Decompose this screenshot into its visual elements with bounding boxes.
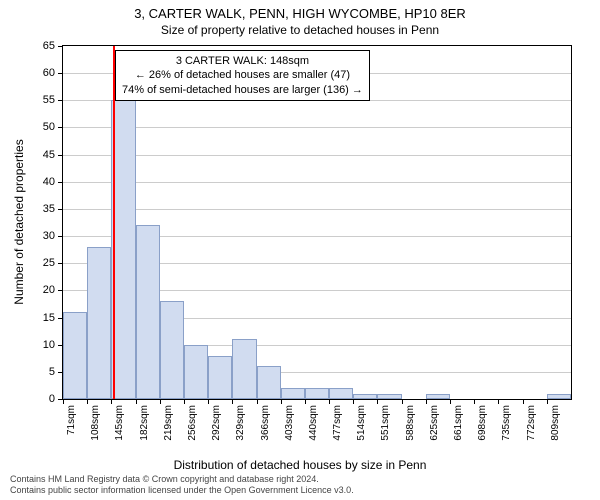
x-tick xyxy=(547,399,548,404)
histogram-bar xyxy=(547,394,571,399)
histogram-bar xyxy=(63,312,87,399)
y-tick-label: 30 xyxy=(43,230,55,242)
x-tick xyxy=(111,399,112,404)
y-tick-label: 45 xyxy=(43,149,55,161)
y-tick xyxy=(58,46,63,47)
y-tick-label: 15 xyxy=(43,312,55,324)
y-tick xyxy=(58,263,63,264)
histogram-bar xyxy=(353,394,377,399)
annotation-line: 3 CARTER WALK: 148sqm xyxy=(122,54,363,68)
y-tick xyxy=(58,236,63,237)
chart-title-line1: 3, CARTER WALK, PENN, HIGH WYCOMBE, HP10… xyxy=(0,0,600,23)
y-tick-label: 35 xyxy=(43,203,55,215)
y-tick xyxy=(58,73,63,74)
x-tick xyxy=(377,399,378,404)
x-tick-label: 735sqm xyxy=(501,405,512,441)
y-tick xyxy=(58,100,63,101)
footnote: Contains HM Land Registry data © Crown c… xyxy=(10,474,354,496)
x-tick-label: 809sqm xyxy=(550,405,561,441)
x-axis-label: Distribution of detached houses by size … xyxy=(0,458,600,472)
footnote-line1: Contains HM Land Registry data © Crown c… xyxy=(10,474,354,485)
annotation-box: 3 CARTER WALK: 148sqm← 26% of detached h… xyxy=(115,50,370,101)
x-tick-label: 182sqm xyxy=(139,405,150,441)
x-tick xyxy=(329,399,330,404)
annotation-line: 74% of semi-detached houses are larger (… xyxy=(122,83,363,97)
y-tick xyxy=(58,182,63,183)
histogram-bar xyxy=(426,394,450,399)
histogram-bar xyxy=(257,366,281,399)
x-tick-label: 329sqm xyxy=(235,405,246,441)
x-tick xyxy=(281,399,282,404)
footnote-line2: Contains public sector information licen… xyxy=(10,485,354,496)
histogram-bar xyxy=(136,225,160,399)
y-tick-label: 5 xyxy=(49,366,55,378)
histogram-bar xyxy=(87,247,111,399)
x-tick xyxy=(402,399,403,404)
histogram-bar xyxy=(208,356,232,399)
y-tick xyxy=(58,127,63,128)
x-tick-label: 772sqm xyxy=(526,405,537,441)
x-tick xyxy=(63,399,64,404)
gridline xyxy=(63,209,571,210)
x-tick-label: 661sqm xyxy=(453,405,464,441)
y-tick-label: 25 xyxy=(43,257,55,269)
x-tick xyxy=(208,399,209,404)
x-tick-label: 588sqm xyxy=(405,405,416,441)
x-tick-label: 440sqm xyxy=(308,405,319,441)
histogram-bar xyxy=(184,345,208,399)
x-tick xyxy=(184,399,185,404)
y-axis-label: Number of detached properties xyxy=(12,139,26,304)
x-tick-label: 71sqm xyxy=(66,405,77,435)
x-tick-label: 256sqm xyxy=(187,405,198,441)
x-tick xyxy=(87,399,88,404)
x-tick-label: 698sqm xyxy=(477,405,488,441)
gridline xyxy=(63,155,571,156)
x-tick xyxy=(160,399,161,404)
histogram-bar xyxy=(232,339,256,399)
x-tick-label: 219sqm xyxy=(163,405,174,441)
x-tick-label: 625sqm xyxy=(429,405,440,441)
y-tick-label: 0 xyxy=(49,393,55,405)
y-tick-label: 50 xyxy=(43,121,55,133)
x-tick xyxy=(257,399,258,404)
x-tick xyxy=(498,399,499,404)
plot-area: 0510152025303540455055606571sqm108sqm145… xyxy=(62,45,572,400)
x-tick-label: 403sqm xyxy=(284,405,295,441)
gridline xyxy=(63,127,571,128)
x-tick xyxy=(426,399,427,404)
chart-title-line2: Size of property relative to detached ho… xyxy=(0,23,600,37)
y-tick-label: 60 xyxy=(43,67,55,79)
y-tick-label: 10 xyxy=(43,339,55,351)
x-tick-label: 366sqm xyxy=(260,405,271,441)
y-tick-label: 55 xyxy=(43,94,55,106)
x-tick-label: 108sqm xyxy=(90,405,101,441)
x-tick-label: 477sqm xyxy=(332,405,343,441)
y-tick xyxy=(58,155,63,156)
annotation-line: ← 26% of detached houses are smaller (47… xyxy=(122,68,363,82)
y-tick xyxy=(58,209,63,210)
x-tick xyxy=(305,399,306,404)
x-tick xyxy=(523,399,524,404)
x-tick-label: 551sqm xyxy=(380,405,391,441)
histogram-bar xyxy=(305,388,329,399)
x-tick xyxy=(136,399,137,404)
gridline xyxy=(63,182,571,183)
y-tick-label: 40 xyxy=(43,176,55,188)
histogram-bar xyxy=(377,394,401,399)
y-tick xyxy=(58,290,63,291)
histogram-bar xyxy=(329,388,353,399)
x-tick-label: 514sqm xyxy=(356,405,367,441)
x-tick xyxy=(474,399,475,404)
x-tick xyxy=(232,399,233,404)
y-tick-label: 65 xyxy=(43,40,55,52)
y-tick-label: 20 xyxy=(43,284,55,296)
x-tick-label: 292sqm xyxy=(211,405,222,441)
histogram-bar xyxy=(160,301,184,399)
histogram-bar xyxy=(281,388,305,399)
x-tick xyxy=(353,399,354,404)
x-tick-label: 145sqm xyxy=(114,405,125,441)
x-tick xyxy=(450,399,451,404)
